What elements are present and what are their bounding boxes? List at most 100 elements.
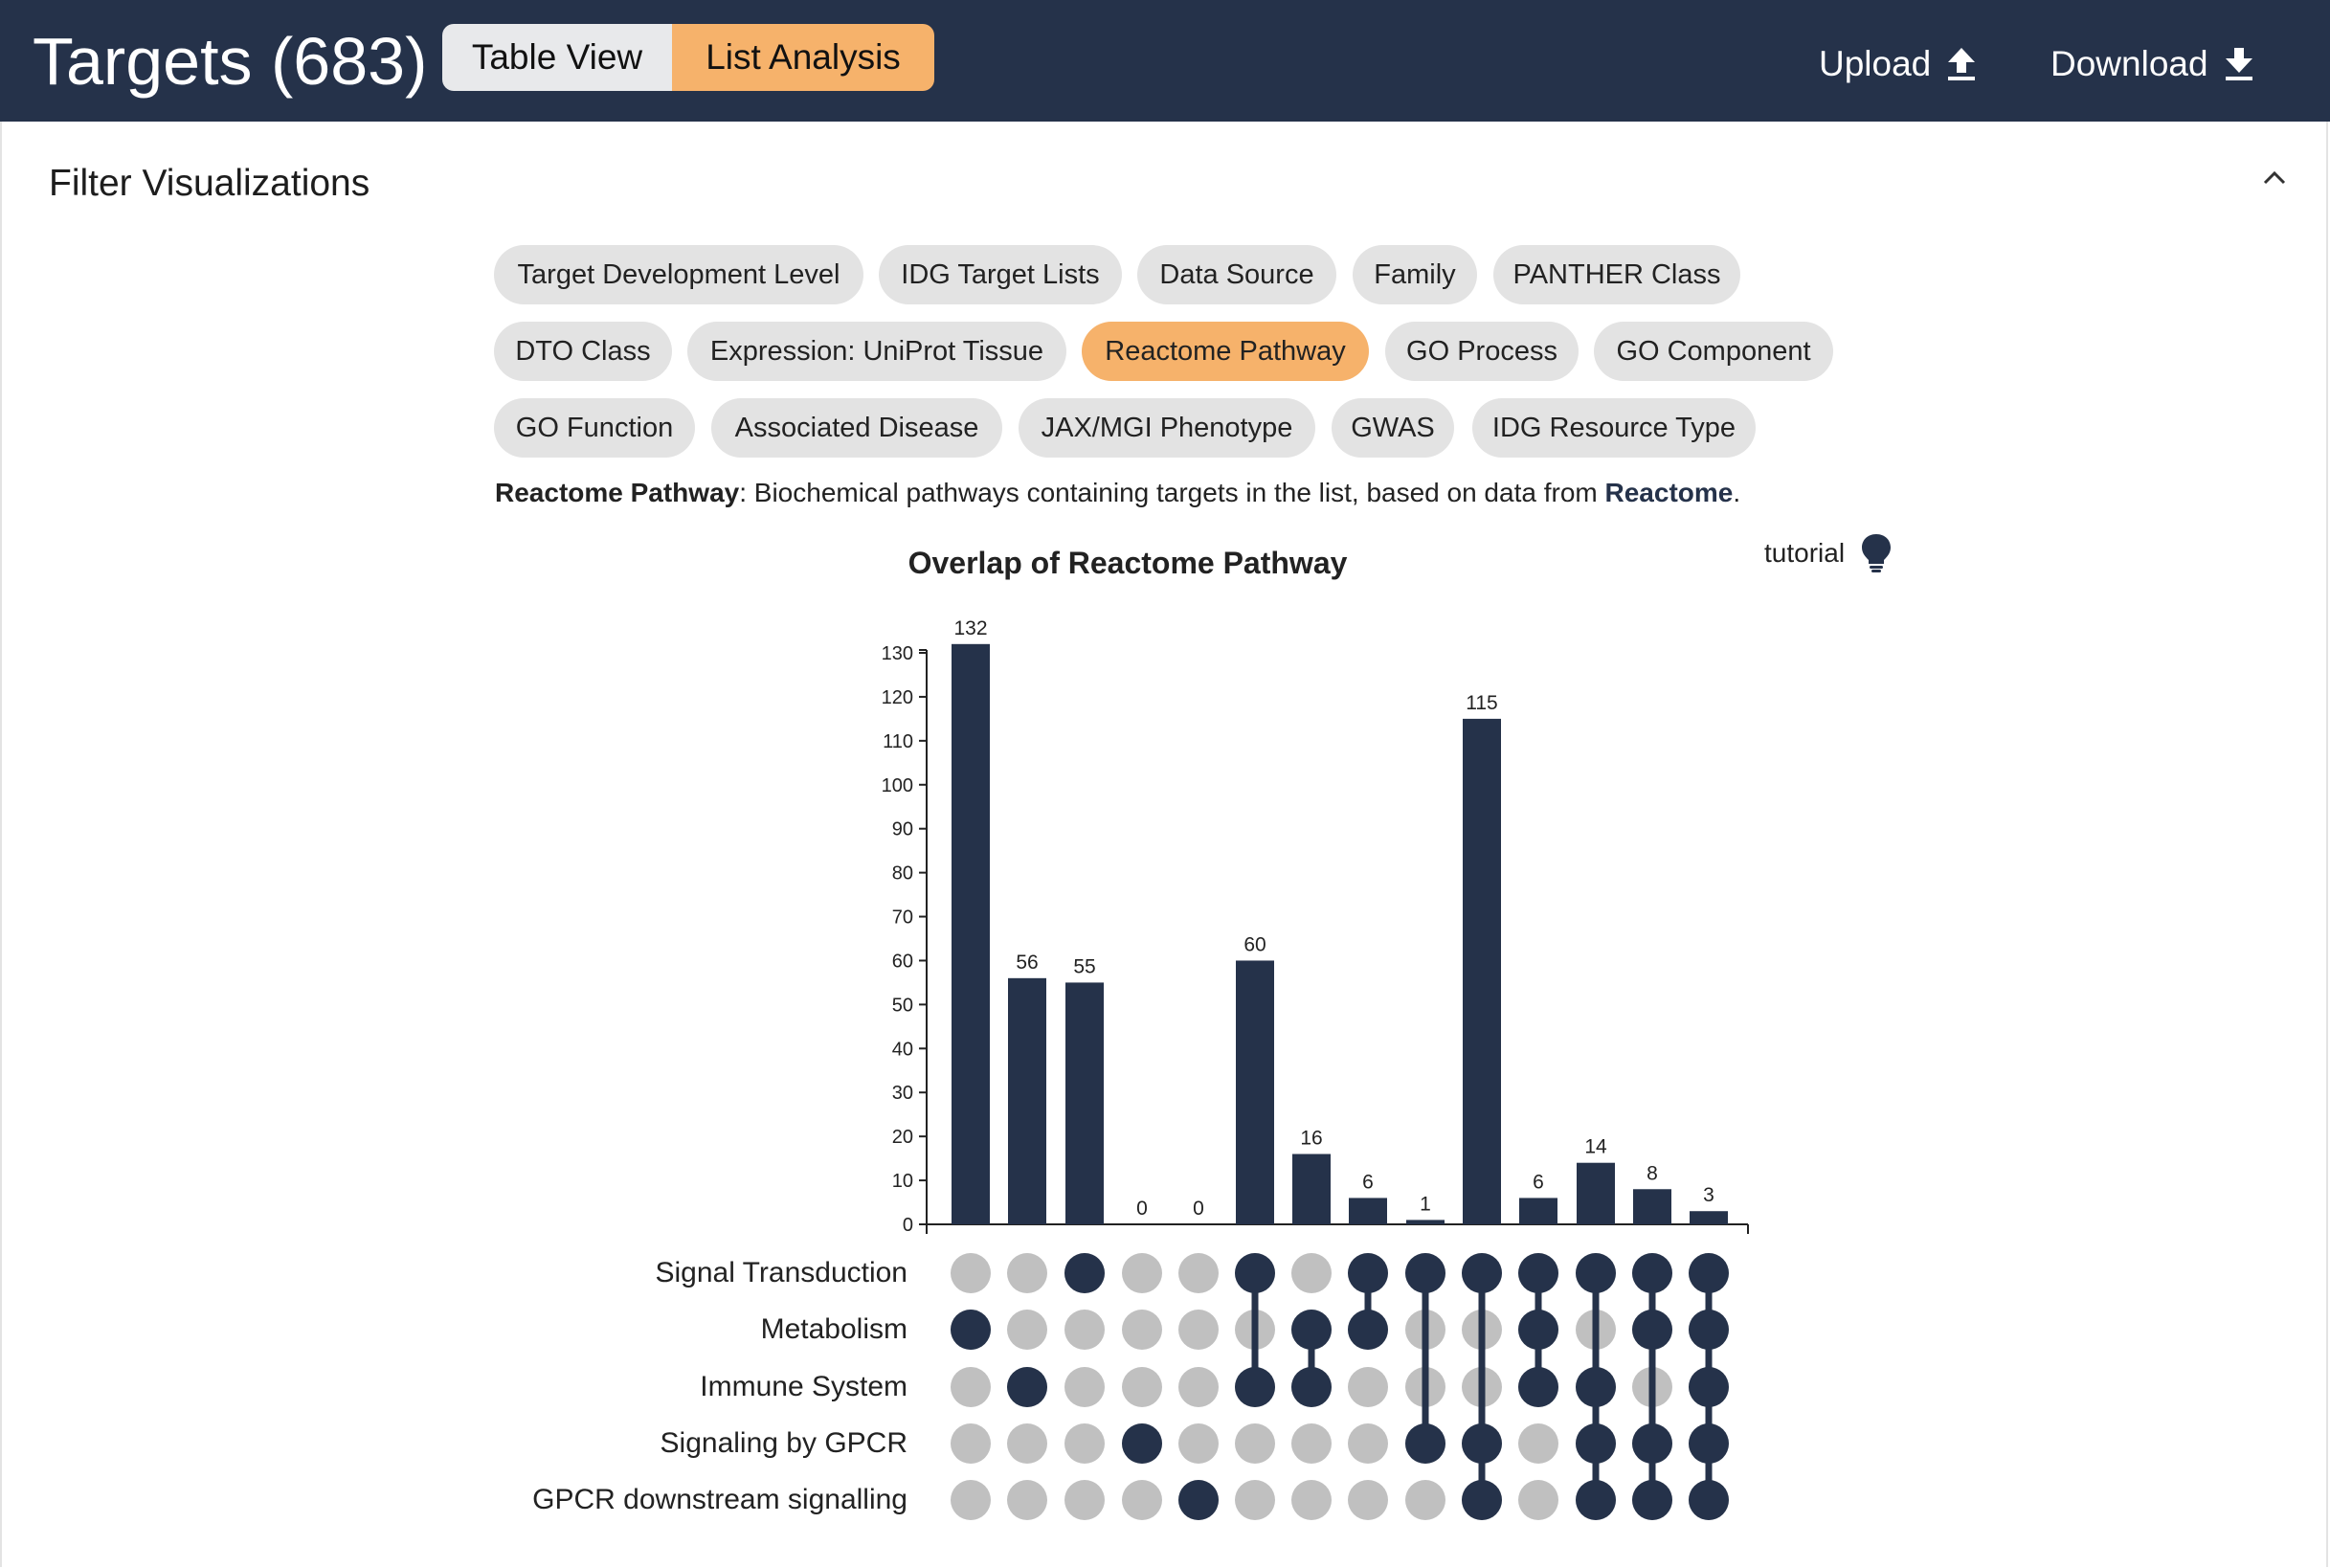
matrix-dot-inactive [1178, 1310, 1219, 1350]
download-button[interactable]: Download [2050, 38, 2256, 90]
chip-target-development-level[interactable]: Target Development Level [494, 245, 863, 304]
y-tick-label: 60 [892, 951, 913, 972]
description-text: : Biochemical pathways containing target… [739, 478, 1605, 507]
top-header-bar [0, 0, 2330, 122]
matrix-dot-inactive [1291, 1253, 1332, 1293]
upload-button[interactable]: Upload [1819, 38, 1979, 90]
y-tick-label: 20 [892, 1127, 913, 1148]
matrix-dot-active [1632, 1480, 1672, 1520]
matrix-dot-inactive [1064, 1423, 1105, 1464]
matrix-dot-active [1462, 1253, 1502, 1293]
set-label: Signal Transduction [655, 1257, 908, 1288]
matrix-dot-inactive [1178, 1253, 1219, 1293]
matrix-dot-inactive [951, 1480, 991, 1520]
matrix-dot-active [1576, 1253, 1616, 1293]
tutorial-button[interactable]: tutorial [1764, 529, 1893, 577]
chip-associated-disease[interactable]: Associated Disease [711, 398, 1002, 458]
matrix-dot-active [1518, 1367, 1558, 1407]
chip-go-component[interactable]: GO Component [1594, 322, 1833, 381]
matrix-dot-active [1576, 1423, 1616, 1464]
matrix-dot-inactive [1122, 1367, 1162, 1407]
chip-idg-target-lists[interactable]: IDG Target Lists [879, 245, 1122, 304]
set-label: Immune System [700, 1371, 907, 1402]
chip-go-process[interactable]: GO Process [1385, 322, 1579, 381]
y-tick-label: 50 [892, 995, 913, 1016]
matrix-dot-active [1291, 1367, 1332, 1407]
y-tick-label: 10 [892, 1171, 913, 1192]
bar-value-label: 1 [1420, 1193, 1431, 1215]
bar [952, 643, 990, 1224]
matrix-dot-active [1462, 1480, 1502, 1520]
bar-value-label: 3 [1703, 1184, 1714, 1206]
matrix-dot-inactive [1348, 1480, 1388, 1520]
matrix-dot-active [1632, 1310, 1672, 1350]
set-label: Signaling by GPCR [660, 1427, 907, 1459]
matrix-dot-active [1405, 1253, 1445, 1293]
bar-value-label: 56 [1016, 952, 1038, 974]
y-tick-label: 0 [903, 1215, 913, 1236]
y-tick-label: 80 [892, 863, 913, 885]
y-tick-label: 100 [882, 775, 913, 796]
matrix-dot-active [1178, 1480, 1219, 1520]
matrix-dot-active [1348, 1310, 1388, 1350]
matrix-dot-active [1007, 1367, 1047, 1407]
bar [1065, 982, 1104, 1224]
bar [1633, 1189, 1671, 1224]
reactome-link[interactable]: Reactome [1604, 478, 1734, 507]
matrix-dot-inactive [1178, 1423, 1219, 1464]
chip-reactome-pathway[interactable]: Reactome Pathway [1082, 322, 1369, 381]
chevron-up-icon[interactable] [2261, 165, 2288, 191]
y-tick-label: 40 [892, 1039, 913, 1060]
chip-dto-class[interactable]: DTO Class [494, 322, 672, 381]
set-label: Metabolism [760, 1313, 907, 1345]
view-toggle: Table View List Analysis [442, 24, 934, 91]
matrix-dot-inactive [1122, 1480, 1162, 1520]
chip-panther-class[interactable]: PANTHER Class [1493, 245, 1740, 304]
bar-value-label: 6 [1533, 1171, 1544, 1193]
chip-jax-mgi-phenotype[interactable]: JAX/MGI Phenotype [1019, 398, 1315, 458]
matrix-dot-inactive [1007, 1253, 1047, 1293]
matrix-dot-active [1576, 1367, 1616, 1407]
list-analysis-button[interactable]: List Analysis [672, 24, 934, 91]
matrix-dot-active [1348, 1253, 1388, 1293]
bar-value-label: 132 [953, 617, 987, 639]
y-tick-label: 120 [882, 687, 913, 708]
matrix-dot-inactive [1122, 1310, 1162, 1350]
bar [1008, 977, 1046, 1224]
matrix-dot-inactive [1291, 1480, 1332, 1520]
chip-expression-uniprot-tissue[interactable]: Expression: UniProt Tissue [687, 322, 1066, 381]
chip-idg-resource-type[interactable]: IDG Resource Type [1472, 398, 1756, 458]
upload-arrow-icon [1948, 48, 1976, 80]
matrix-dot-active [1632, 1253, 1672, 1293]
download-arrow-icon [2225, 48, 2252, 80]
matrix-dot-active [1689, 1480, 1729, 1520]
bar [1406, 1220, 1445, 1224]
matrix-dot-inactive [1235, 1480, 1275, 1520]
matrix-dot-active [1576, 1480, 1616, 1520]
table-view-button[interactable]: Table View [442, 24, 672, 91]
matrix-dot-inactive [1518, 1480, 1558, 1520]
bar-value-label: 0 [1193, 1198, 1204, 1220]
chip-go-function[interactable]: GO Function [494, 398, 695, 458]
matrix-dot-active [1632, 1423, 1672, 1464]
matrix-dot-inactive [1007, 1480, 1047, 1520]
bar-value-label: 8 [1647, 1162, 1658, 1184]
chip-data-source[interactable]: Data Source [1137, 245, 1336, 304]
chip-family[interactable]: Family [1353, 245, 1477, 304]
chip-gwas[interactable]: GWAS [1332, 398, 1454, 458]
description-end: . [1733, 478, 1741, 507]
matrix-dot-active [951, 1310, 991, 1350]
matrix-dot-inactive [951, 1253, 991, 1293]
matrix-dot-active [1518, 1253, 1558, 1293]
matrix-dot-active [1689, 1423, 1729, 1464]
bar [1577, 1162, 1615, 1224]
y-tick-label: 90 [892, 819, 913, 840]
matrix-dot-active [1291, 1310, 1332, 1350]
matrix-dot-active [1235, 1253, 1275, 1293]
description-label: Reactome Pathway [495, 478, 740, 507]
y-tick-label: 130 [882, 643, 913, 664]
bar [1519, 1198, 1557, 1224]
matrix-dot-inactive [1348, 1367, 1388, 1407]
filter-visualizations-title: Filter Visualizations [49, 163, 370, 204]
matrix-dot-inactive [1064, 1367, 1105, 1407]
